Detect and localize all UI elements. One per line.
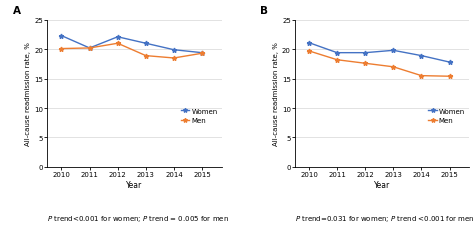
Women	[115, 36, 120, 39]
Y-axis label: All-cause readmission rate, %: All-cause readmission rate, %	[273, 42, 279, 146]
Women	[447, 61, 452, 64]
Line: Women: Women	[59, 34, 204, 56]
Men	[143, 55, 149, 58]
Line: Men: Men	[59, 42, 204, 61]
Men	[115, 43, 120, 45]
Men	[363, 63, 368, 65]
Line: Men: Men	[307, 49, 452, 79]
Men	[87, 47, 92, 50]
Women	[59, 35, 64, 38]
Line: Women: Women	[307, 41, 452, 65]
X-axis label: Year: Year	[374, 180, 390, 189]
Women	[87, 47, 92, 50]
Men	[199, 53, 205, 55]
Men	[334, 59, 340, 62]
Text: A: A	[12, 6, 20, 16]
Men	[306, 50, 312, 53]
Women	[419, 55, 424, 58]
Men	[171, 57, 177, 60]
Men	[447, 76, 452, 78]
Women	[334, 52, 340, 55]
Women	[391, 50, 396, 52]
Y-axis label: All-cause readmission rate, %: All-cause readmission rate, %	[26, 42, 31, 146]
Women	[143, 43, 149, 45]
Women	[306, 42, 312, 45]
X-axis label: Year: Year	[127, 180, 143, 189]
Legend: Women, Men: Women, Men	[428, 107, 466, 124]
Women	[363, 52, 368, 55]
Legend: Women, Men: Women, Men	[180, 107, 218, 124]
Text: $\it{P}$ trend<0.001 for women; $\it{P}$ trend = 0.005 for men: $\it{P}$ trend<0.001 for women; $\it{P}$…	[47, 213, 229, 223]
Men	[59, 48, 64, 51]
Text: B: B	[260, 6, 268, 16]
Men	[419, 75, 424, 78]
Men	[391, 66, 396, 69]
Text: $\it{P}$ trend=0.031 for women; $\it{P}$ trend <0.001 for men.: $\it{P}$ trend=0.031 for women; $\it{P}$…	[295, 213, 474, 223]
Women	[199, 52, 205, 55]
Women	[171, 49, 177, 52]
